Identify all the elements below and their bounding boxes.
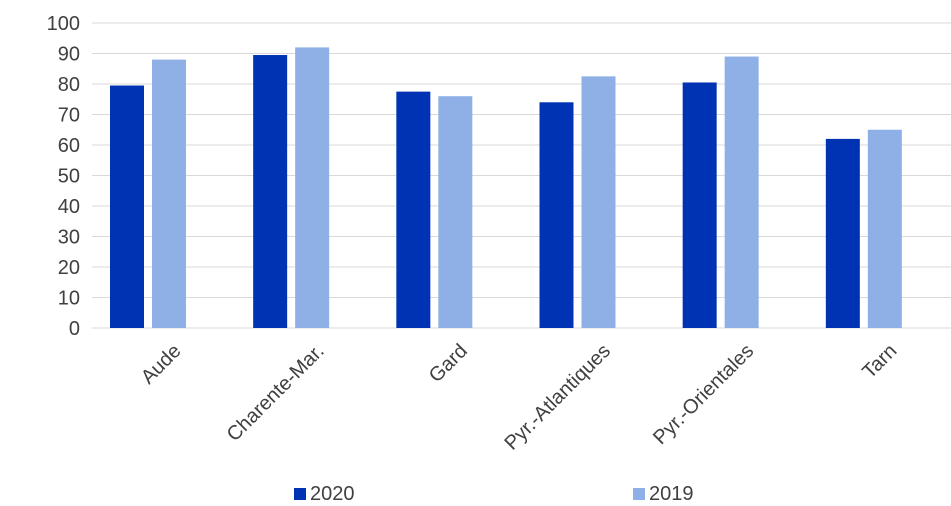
x-tick-label: Tarn	[858, 340, 901, 383]
bar-2020-pyr-orientales	[682, 82, 717, 328]
bar-2019-gard	[438, 96, 473, 328]
y-tick-label: 90	[58, 44, 80, 66]
y-tick-label: 50	[58, 166, 80, 188]
bars	[110, 47, 902, 329]
x-tick-label: Charente-Mar.	[223, 340, 329, 446]
bar-2019-charente-mar-	[295, 47, 330, 329]
bar-2020-gard	[396, 91, 431, 328]
legend-label-2020: 2020	[310, 483, 355, 505]
bar-2019-pyr-atlantiques	[581, 76, 616, 328]
y-tick-label: 20	[58, 257, 80, 279]
y-tick-label: 70	[58, 105, 80, 127]
legend-label-2019: 2019	[649, 483, 694, 505]
legend: 2020 2019	[294, 483, 694, 505]
legend-swatch-2019	[633, 488, 645, 500]
legend-swatch-2020	[294, 488, 306, 500]
x-tick-label: Gard	[425, 340, 472, 387]
x-tick-label: Aude	[137, 340, 186, 389]
y-tick-label: 30	[58, 227, 80, 249]
bar-2020-pyr-atlantiques	[539, 102, 574, 328]
y-axis: 0 10 20 30 40 50 60 70 80 90 100	[47, 13, 80, 340]
y-tick-label: 100	[47, 13, 80, 35]
bar-2019-aude	[152, 59, 186, 328]
x-tick-label: Pyr.-Atlantiques	[500, 340, 615, 455]
bar-2019-pyr-orientales	[724, 56, 759, 329]
bar-2020-aude	[110, 85, 144, 329]
y-tick-label: 80	[58, 74, 80, 96]
bar-2020-charente-mar-	[253, 55, 288, 329]
bar-2019-tarn	[867, 129, 902, 328]
bar-2020-tarn	[825, 138, 860, 328]
y-tick-label: 40	[58, 196, 80, 218]
y-tick-label: 10	[58, 288, 80, 310]
x-axis: Aude Charente-Mar. Gard Pyr.-Atlantiques Pyr…	[137, 340, 901, 455]
y-tick-label: 60	[58, 135, 80, 157]
gridlines	[92, 22, 951, 329]
x-tick-label: Pyr.-Orientales	[649, 340, 758, 449]
y-tick-label: 0	[69, 318, 80, 340]
